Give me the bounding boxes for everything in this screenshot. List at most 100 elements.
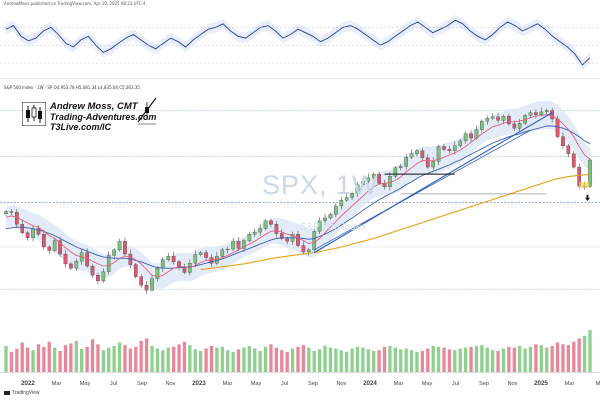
candle-body	[415, 150, 419, 154]
volume-bar	[301, 345, 306, 372]
volume-bar	[582, 335, 587, 372]
candle-body	[512, 123, 517, 129]
volume-bar	[447, 349, 452, 372]
volume-bar	[339, 350, 343, 372]
candle-body	[296, 234, 300, 246]
candle-body	[561, 136, 565, 146]
volume-bar	[545, 347, 549, 372]
candle-body	[350, 193, 354, 198]
volume-bar	[350, 348, 354, 372]
candle-body	[69, 263, 73, 269]
candle-body	[133, 264, 138, 277]
volume-bar	[366, 349, 370, 372]
candle-body	[496, 116, 500, 121]
candle-body	[139, 276, 143, 286]
published-info: AndrewMoss published on TradingView.com,…	[4, 1, 146, 6]
volume-bar	[480, 345, 484, 372]
candle-body	[344, 197, 349, 201]
tradingview-icon	[4, 390, 10, 395]
down-arrow-icon	[585, 194, 590, 201]
volume-bar	[31, 350, 35, 372]
candle-body	[4, 211, 8, 214]
volume-bar	[550, 345, 554, 372]
candle-body	[247, 234, 252, 241]
candle-body	[150, 278, 154, 291]
volume-bar	[409, 350, 414, 372]
volume-bar	[588, 330, 592, 372]
volume-bar	[377, 350, 381, 372]
candle-body	[225, 248, 230, 251]
candle-body	[242, 240, 246, 249]
volume-bar	[388, 345, 392, 372]
volume-bar	[512, 347, 516, 372]
candle-body	[47, 246, 52, 251]
volume-panel	[0, 330, 600, 373]
candle-body	[269, 220, 273, 225]
volume-bar	[534, 344, 538, 372]
emblem-icon	[137, 97, 157, 125]
volume-bar	[274, 347, 279, 372]
volume-bar	[47, 341, 51, 372]
volume-bar	[204, 348, 208, 372]
volume-bar	[323, 345, 327, 372]
x-tick-label: 2023	[192, 380, 206, 387]
volume-bar	[193, 349, 197, 372]
volume-bar	[355, 346, 360, 372]
candle-body	[31, 228, 35, 238]
volume-bar	[285, 351, 289, 372]
candle-body	[171, 256, 176, 262]
volume-bar	[290, 348, 295, 372]
candle-body	[334, 205, 338, 215]
trendlines	[313, 112, 553, 254]
volume-bar	[231, 351, 235, 372]
candle-body	[177, 261, 181, 267]
volume-bar	[361, 347, 365, 372]
volume-bar	[258, 351, 262, 372]
candle-body	[377, 173, 381, 184]
volume-bar	[463, 347, 468, 372]
volume-bar	[474, 345, 479, 372]
candle-body	[312, 231, 317, 250]
candle-body	[74, 260, 79, 269]
candle-body	[106, 255, 111, 272]
volume-bar	[15, 348, 19, 372]
volume-bar	[161, 350, 165, 372]
volume-bar	[42, 346, 46, 372]
tradingview-logo: TradingView	[4, 390, 40, 396]
candle-body	[409, 153, 414, 158]
volume-bar	[296, 346, 300, 372]
candle-body	[566, 145, 571, 154]
volume-bar	[150, 345, 154, 372]
volume-bar	[209, 345, 214, 372]
trendline	[313, 112, 553, 254]
volume-bar	[155, 348, 160, 372]
candle-body	[539, 111, 544, 115]
volume-bar	[307, 347, 311, 372]
volume-bar	[199, 351, 203, 372]
volume-bar	[85, 346, 89, 372]
x-axis: 2022 Mar May Jul Sep Nov 2023 Mar May Jul Sep Nov 20…	[21, 380, 600, 387]
volume-bar	[539, 345, 543, 372]
candle-body	[339, 200, 344, 207]
candle-body	[25, 232, 30, 238]
volume-bar	[577, 338, 581, 372]
x-tick-label: Nov	[337, 381, 347, 387]
fast-moving-average-line	[5, 114, 591, 278]
x-tick-label: May	[422, 381, 433, 387]
volume-bar	[453, 350, 457, 372]
candle-body	[534, 112, 538, 115]
candle-body	[236, 241, 241, 249]
volume-bar	[496, 351, 500, 372]
candle-body	[301, 245, 306, 253]
volume-bar	[96, 344, 100, 372]
candle-body	[258, 228, 262, 233]
volume-bar	[555, 342, 560, 372]
volume-bar	[328, 347, 333, 372]
volume-bar	[107, 347, 111, 372]
volume-bar	[372, 351, 376, 372]
candle-body	[361, 181, 365, 185]
volume-bars	[4, 330, 592, 372]
volume-bar	[236, 349, 241, 372]
volume-bar	[177, 344, 181, 372]
volume-bar	[436, 346, 441, 372]
